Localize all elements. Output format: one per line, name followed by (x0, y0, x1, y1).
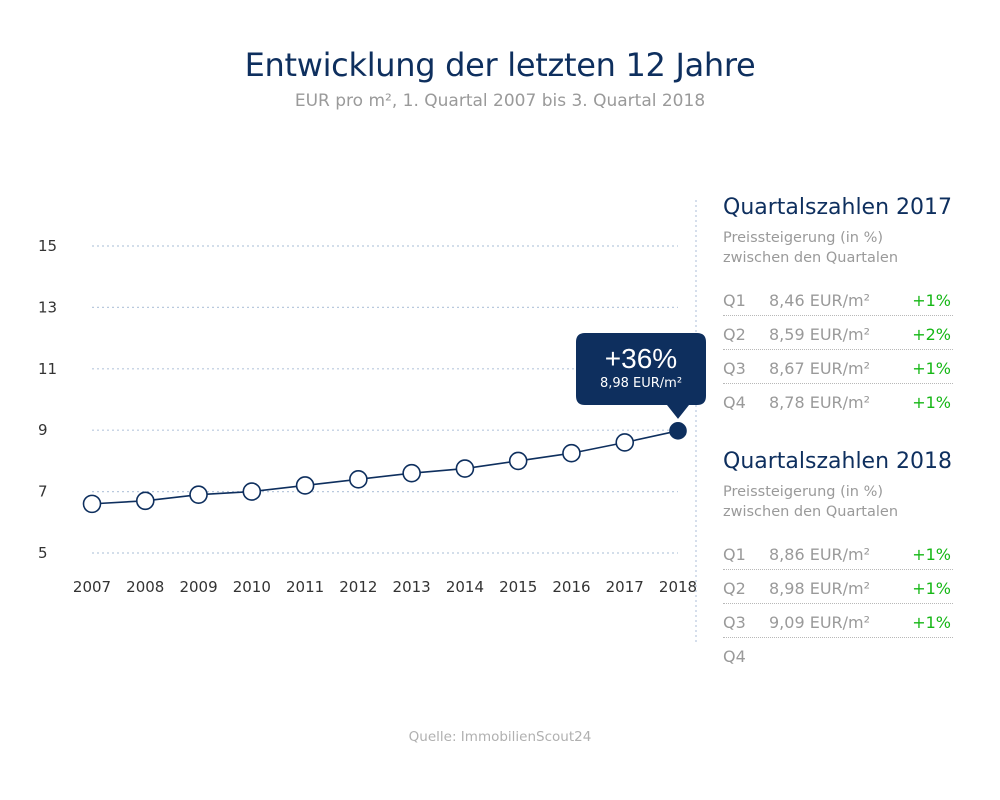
quarter-label: Q1 (723, 291, 746, 310)
data-point (455, 459, 475, 478)
panel-subtitle: Preissteigerung (in %) zwischen den Quar… (723, 228, 953, 268)
panel-title: Quartalszahlen 2018 (723, 449, 953, 474)
data-point (349, 470, 368, 489)
panel-subtitle-line1: Preissteigerung (in %) (723, 484, 884, 500)
panel-subtitle: Preissteigerung (in %) zwischen den Quar… (723, 482, 953, 522)
quarter-value: 9,09 EUR/m² (769, 613, 871, 632)
quarter-change: +1% (912, 579, 951, 598)
quarter-change: +1% (912, 613, 951, 632)
panel-subtitle-line2: zwischen den Quartalen (723, 504, 899, 520)
x-tick-label: 2010 (233, 578, 271, 596)
data-point (508, 451, 528, 471)
y-tick-label: 9 (38, 421, 48, 439)
quarter-row: Q2 8,59 EUR/m² +2% (723, 316, 953, 350)
series-line (91, 430, 679, 505)
data-point (82, 494, 102, 514)
quarter-value: 8,98 EUR/m² (769, 579, 871, 598)
data-point (615, 433, 635, 452)
chart-subtitle: EUR pro m², 1. Quartal 2007 bis 3. Quart… (294, 91, 706, 111)
data-point (295, 476, 315, 495)
panel-subtitle-line2: zwischen den Quartalen (723, 250, 899, 266)
y-tick-label: 13 (38, 298, 57, 316)
quarter-rows: Q1 8,46 EUR/m² +1% Q2 8,59 EUR/m² +2% Q3 8,67… (723, 282, 953, 418)
chart-title: Entwicklung der letzten 12 Jahre (244, 46, 756, 84)
y-tick-label: 5 (38, 544, 48, 562)
panel-title: Quartalszahlen 2017 (723, 195, 953, 220)
callout-percent: +36% (605, 343, 677, 374)
quarter-label: Q1 (723, 545, 746, 564)
quarter-change: +2% (912, 325, 951, 344)
quarter-value: 8,59 EUR/m² (769, 325, 871, 344)
quarter-label: Q4 (723, 647, 746, 666)
quarter-row: Q4 (723, 638, 953, 672)
quarter-label: Q2 (723, 579, 746, 598)
quarter-change: +1% (912, 393, 951, 412)
quarter-label: Q3 (723, 613, 746, 632)
quarter-change: +1% (912, 545, 951, 564)
data-point (402, 463, 421, 483)
data-point (242, 482, 262, 501)
x-tick-label: 2012 (339, 578, 377, 596)
callout-shape (576, 333, 706, 419)
y-tick-label: 7 (38, 483, 48, 501)
quarter-rows: Q1 8,86 EUR/m² +1% Q2 8,98 EUR/m² +1% Q3 9,09… (723, 536, 953, 672)
data-point (189, 485, 208, 504)
x-tick-label: 2008 (126, 578, 164, 596)
panel-quarterly-2017: Quartalszahlen 2017 Preissteigerung (in … (723, 195, 953, 418)
x-tick-label: 2015 (499, 578, 537, 596)
quarter-value: 8,78 EUR/m² (769, 393, 871, 412)
quarter-value: 8,86 EUR/m² (769, 545, 871, 564)
quarter-value: 8,67 EUR/m² (769, 359, 871, 378)
quarter-label: Q2 (723, 325, 746, 344)
x-tick-label: 2016 (552, 578, 590, 596)
quarter-row: Q2 8,98 EUR/m² +1% (723, 570, 953, 604)
callout-bubble: +36% 8,98 EUR/m² (576, 333, 706, 419)
quarter-row: Q4 8,78 EUR/m² +1% (723, 384, 953, 418)
data-point-highlight (669, 422, 687, 440)
x-tick-label: 2014 (446, 578, 484, 596)
x-tick-label: 2018 (659, 578, 697, 596)
data-point (135, 491, 155, 511)
quarter-row: Q1 8,86 EUR/m² +1% (723, 536, 953, 570)
quarter-change: +1% (912, 291, 951, 310)
y-axis-ticks: 5 7 9 11 13 15 (38, 237, 57, 562)
source-note: Quelle: ImmobilienScout24 (408, 729, 592, 745)
quarter-row: Q3 9,09 EUR/m² +1% (723, 604, 953, 638)
x-axis-ticks: 2007 2008 2009 2010 2011 2012 2013 2014 2015 2016… (73, 578, 697, 596)
quarter-value: 8,46 EUR/m² (769, 291, 871, 310)
quarter-row: Q1 8,46 EUR/m² +1% (723, 282, 953, 316)
x-tick-label: 2017 (606, 578, 644, 596)
series-price (82, 422, 687, 514)
quarter-change: +1% (912, 359, 951, 378)
quarter-row: Q3 8,67 EUR/m² +1% (723, 350, 953, 384)
y-tick-label: 11 (38, 360, 57, 378)
quarter-label: Q4 (723, 393, 746, 412)
callout-value: 8,98 EUR/m² (600, 376, 682, 391)
x-tick-label: 2009 (179, 578, 217, 596)
panel-subtitle-line1: Preissteigerung (in %) (723, 230, 884, 246)
data-point (562, 443, 581, 463)
x-tick-label: 2011 (286, 578, 324, 596)
panel-quarterly-2018: Quartalszahlen 2018 Preissteigerung (in … (723, 449, 953, 672)
x-tick-label: 2007 (73, 578, 111, 596)
y-tick-label: 15 (38, 237, 57, 255)
x-tick-label: 2013 (393, 578, 431, 596)
quarter-label: Q3 (723, 359, 746, 378)
